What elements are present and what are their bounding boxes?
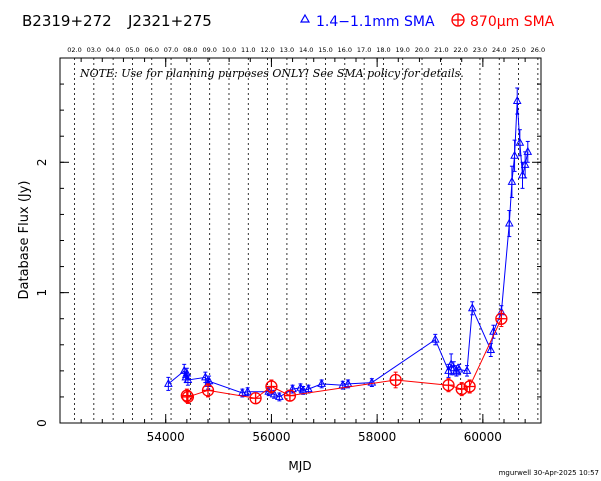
year-label: 19.0 bbox=[395, 46, 409, 54]
year-labels: 02.0 03.0 04.0 05.0 06.0 07.0 08.0 09.0 10.0 11.0… bbox=[67, 46, 545, 54]
x-tick-label: 56000 bbox=[252, 430, 290, 444]
data-point bbox=[201, 372, 210, 381]
data-point bbox=[463, 380, 476, 393]
data-point bbox=[288, 384, 297, 393]
planning-note: NOTE: Use for planning purposes ONLY! Se… bbox=[79, 67, 464, 80]
year-label: 25.0 bbox=[511, 46, 525, 54]
data-point bbox=[507, 176, 517, 185]
year-label: 23.0 bbox=[473, 46, 487, 54]
data-point bbox=[317, 378, 326, 387]
year-lines bbox=[74, 58, 539, 423]
data-point bbox=[304, 384, 313, 393]
x-axis-label: MJD bbox=[288, 459, 311, 473]
data-point bbox=[343, 378, 353, 387]
data-point bbox=[298, 385, 308, 394]
y-axis-label: Database Flux (Jy) bbox=[17, 181, 32, 300]
data-point bbox=[495, 312, 508, 325]
data-point bbox=[238, 387, 247, 397]
series-870um bbox=[180, 310, 508, 405]
y-tick-label: 0 bbox=[35, 419, 49, 427]
year-label: 11.0 bbox=[241, 46, 255, 54]
data-point bbox=[510, 150, 519, 159]
year-label: 13.0 bbox=[280, 46, 294, 54]
x-axis: 54000 56000 58000 60000 bbox=[59, 58, 526, 444]
footer-stamp: mgurwell 30-Apr-2025 10:57 bbox=[499, 469, 599, 477]
data-point bbox=[367, 377, 377, 386]
triangle-icon bbox=[299, 13, 311, 23]
year-label: 14.0 bbox=[299, 46, 313, 54]
legend-item-870um: 870μm SMA bbox=[451, 13, 555, 30]
data-point bbox=[269, 389, 279, 398]
data-point bbox=[182, 368, 192, 377]
year-label: 08.0 bbox=[183, 46, 197, 54]
data-point bbox=[265, 380, 278, 393]
source-name: B2319+272 bbox=[22, 12, 112, 30]
y-tick-label: 2 bbox=[35, 158, 49, 166]
year-label: 20.0 bbox=[415, 46, 429, 54]
data-point bbox=[523, 146, 533, 155]
year-label: 15.0 bbox=[318, 46, 332, 54]
circled-plus-icon bbox=[451, 13, 465, 27]
data-point bbox=[512, 95, 522, 105]
year-label: 22.0 bbox=[453, 46, 467, 54]
data-point bbox=[243, 386, 252, 395]
year-label: 26.0 bbox=[531, 46, 545, 54]
data-point bbox=[264, 386, 274, 395]
year-label: 12.0 bbox=[260, 46, 274, 54]
year-label: 03.0 bbox=[87, 46, 101, 54]
data-point bbox=[504, 218, 514, 227]
data-point bbox=[275, 391, 284, 400]
data-point bbox=[520, 159, 530, 168]
data-point bbox=[518, 170, 527, 179]
data-point bbox=[183, 374, 193, 383]
data-point bbox=[201, 384, 215, 397]
y-axis: 0 1 2 bbox=[35, 57, 541, 427]
data-point bbox=[430, 334, 440, 343]
year-label: 05.0 bbox=[125, 46, 139, 54]
legend-label-1mm: 1.4−1.1mm SMA bbox=[316, 14, 435, 30]
alt-source-name: J2321+275 bbox=[127, 12, 212, 30]
data-point bbox=[515, 137, 525, 146]
data-point bbox=[389, 373, 402, 387]
year-label: 06.0 bbox=[145, 46, 159, 54]
year-label: 09.0 bbox=[202, 46, 216, 54]
data-point bbox=[454, 364, 464, 373]
series-line bbox=[168, 100, 529, 398]
x-tick-label: 58000 bbox=[358, 430, 396, 444]
legend-label-870um: 870μm SMA bbox=[470, 14, 555, 30]
series-1mm bbox=[164, 87, 533, 402]
data-point bbox=[462, 365, 472, 374]
year-label: 02.0 bbox=[67, 46, 81, 54]
data-point bbox=[455, 382, 468, 396]
year-label: 04.0 bbox=[106, 46, 120, 54]
year-label: 24.0 bbox=[492, 46, 506, 54]
data-point bbox=[467, 303, 477, 312]
x-tick-label: 54000 bbox=[147, 430, 185, 444]
data-point bbox=[452, 365, 461, 374]
data-point bbox=[164, 378, 173, 387]
legend: 1.4−1.1mm SMA 870μm SMA bbox=[299, 13, 555, 30]
x-tick-label: 60000 bbox=[464, 430, 502, 444]
data-point bbox=[283, 389, 297, 402]
year-label: 21.0 bbox=[434, 46, 448, 54]
data-point bbox=[446, 359, 456, 368]
y-tick-label: 1 bbox=[35, 289, 49, 297]
data-point bbox=[181, 390, 195, 404]
data-point bbox=[486, 344, 496, 353]
year-label: 18.0 bbox=[376, 46, 390, 54]
year-label: 17.0 bbox=[357, 46, 371, 54]
year-label: 07.0 bbox=[164, 46, 178, 54]
data-point bbox=[249, 392, 262, 405]
legend-item-1mm: 1.4−1.1mm SMA bbox=[299, 13, 435, 30]
year-label: 16.0 bbox=[338, 46, 352, 54]
data-point bbox=[442, 379, 455, 392]
year-label: 10.0 bbox=[222, 46, 236, 54]
